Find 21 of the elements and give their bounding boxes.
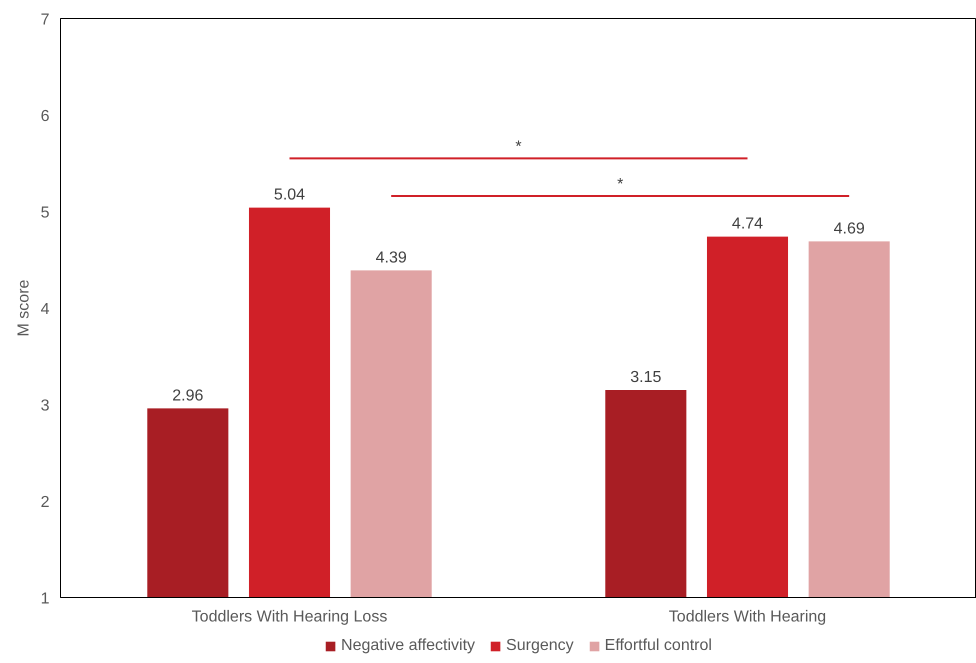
data-label: 3.15: [630, 369, 662, 386]
data-label: 4.74: [732, 216, 764, 233]
data-label: 4.69: [834, 220, 865, 238]
y-tick-label: 5: [40, 204, 50, 222]
legend-label: Negative affectivity: [341, 636, 476, 654]
x-tick-label: Toddlers With Hearing Loss: [192, 608, 388, 626]
y-tick-label: 7: [40, 12, 50, 28]
legend-label: Surgency: [506, 636, 574, 654]
y-tick-label: 4: [40, 301, 50, 318]
y-tick-label: 3: [40, 398, 50, 414]
annotation: *: [617, 176, 624, 194]
annotation: *: [515, 138, 522, 156]
y-axis-title: M score: [16, 279, 33, 336]
legend-label: Effortful control: [604, 636, 712, 654]
data-label: 4.39: [376, 249, 407, 266]
data-label: 2.96: [172, 387, 204, 404]
x-tick-label: Toddlers With Hearing: [668, 608, 826, 626]
data-label: 5.04: [274, 186, 306, 204]
y-tick-label: 1: [40, 590, 50, 608]
y-tick-label: 6: [40, 108, 50, 125]
y-tick-label: 2: [40, 494, 50, 511]
